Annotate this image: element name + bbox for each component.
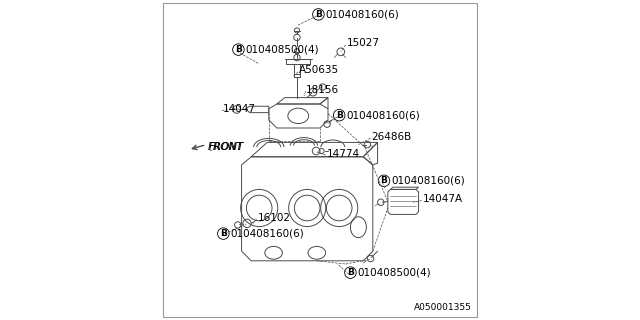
Text: 18156: 18156 bbox=[306, 84, 339, 95]
Text: 010408160(6): 010408160(6) bbox=[391, 176, 465, 186]
Text: B: B bbox=[315, 10, 322, 19]
Text: B: B bbox=[336, 111, 342, 120]
Text: 15027: 15027 bbox=[347, 38, 380, 48]
Text: B: B bbox=[381, 176, 387, 185]
Text: B: B bbox=[220, 229, 227, 238]
Text: 16102: 16102 bbox=[258, 212, 291, 223]
Text: 010408160(6): 010408160(6) bbox=[230, 228, 304, 239]
Text: 14047: 14047 bbox=[223, 104, 255, 114]
Text: A50635: A50635 bbox=[300, 65, 339, 76]
Text: FRONT: FRONT bbox=[207, 142, 243, 152]
Text: 14774: 14774 bbox=[326, 148, 360, 159]
Text: 14047A: 14047A bbox=[422, 194, 463, 204]
Text: FRONT: FRONT bbox=[209, 142, 244, 152]
Text: 010408500(4): 010408500(4) bbox=[357, 268, 431, 278]
Text: B: B bbox=[235, 45, 242, 54]
Text: A050001355: A050001355 bbox=[414, 303, 472, 312]
Text: 26486B: 26486B bbox=[371, 132, 412, 142]
Text: B: B bbox=[347, 268, 354, 277]
Text: 010408160(6): 010408160(6) bbox=[326, 9, 399, 20]
Text: 010408160(6): 010408160(6) bbox=[346, 110, 420, 120]
Text: 010408500(4): 010408500(4) bbox=[246, 44, 319, 55]
